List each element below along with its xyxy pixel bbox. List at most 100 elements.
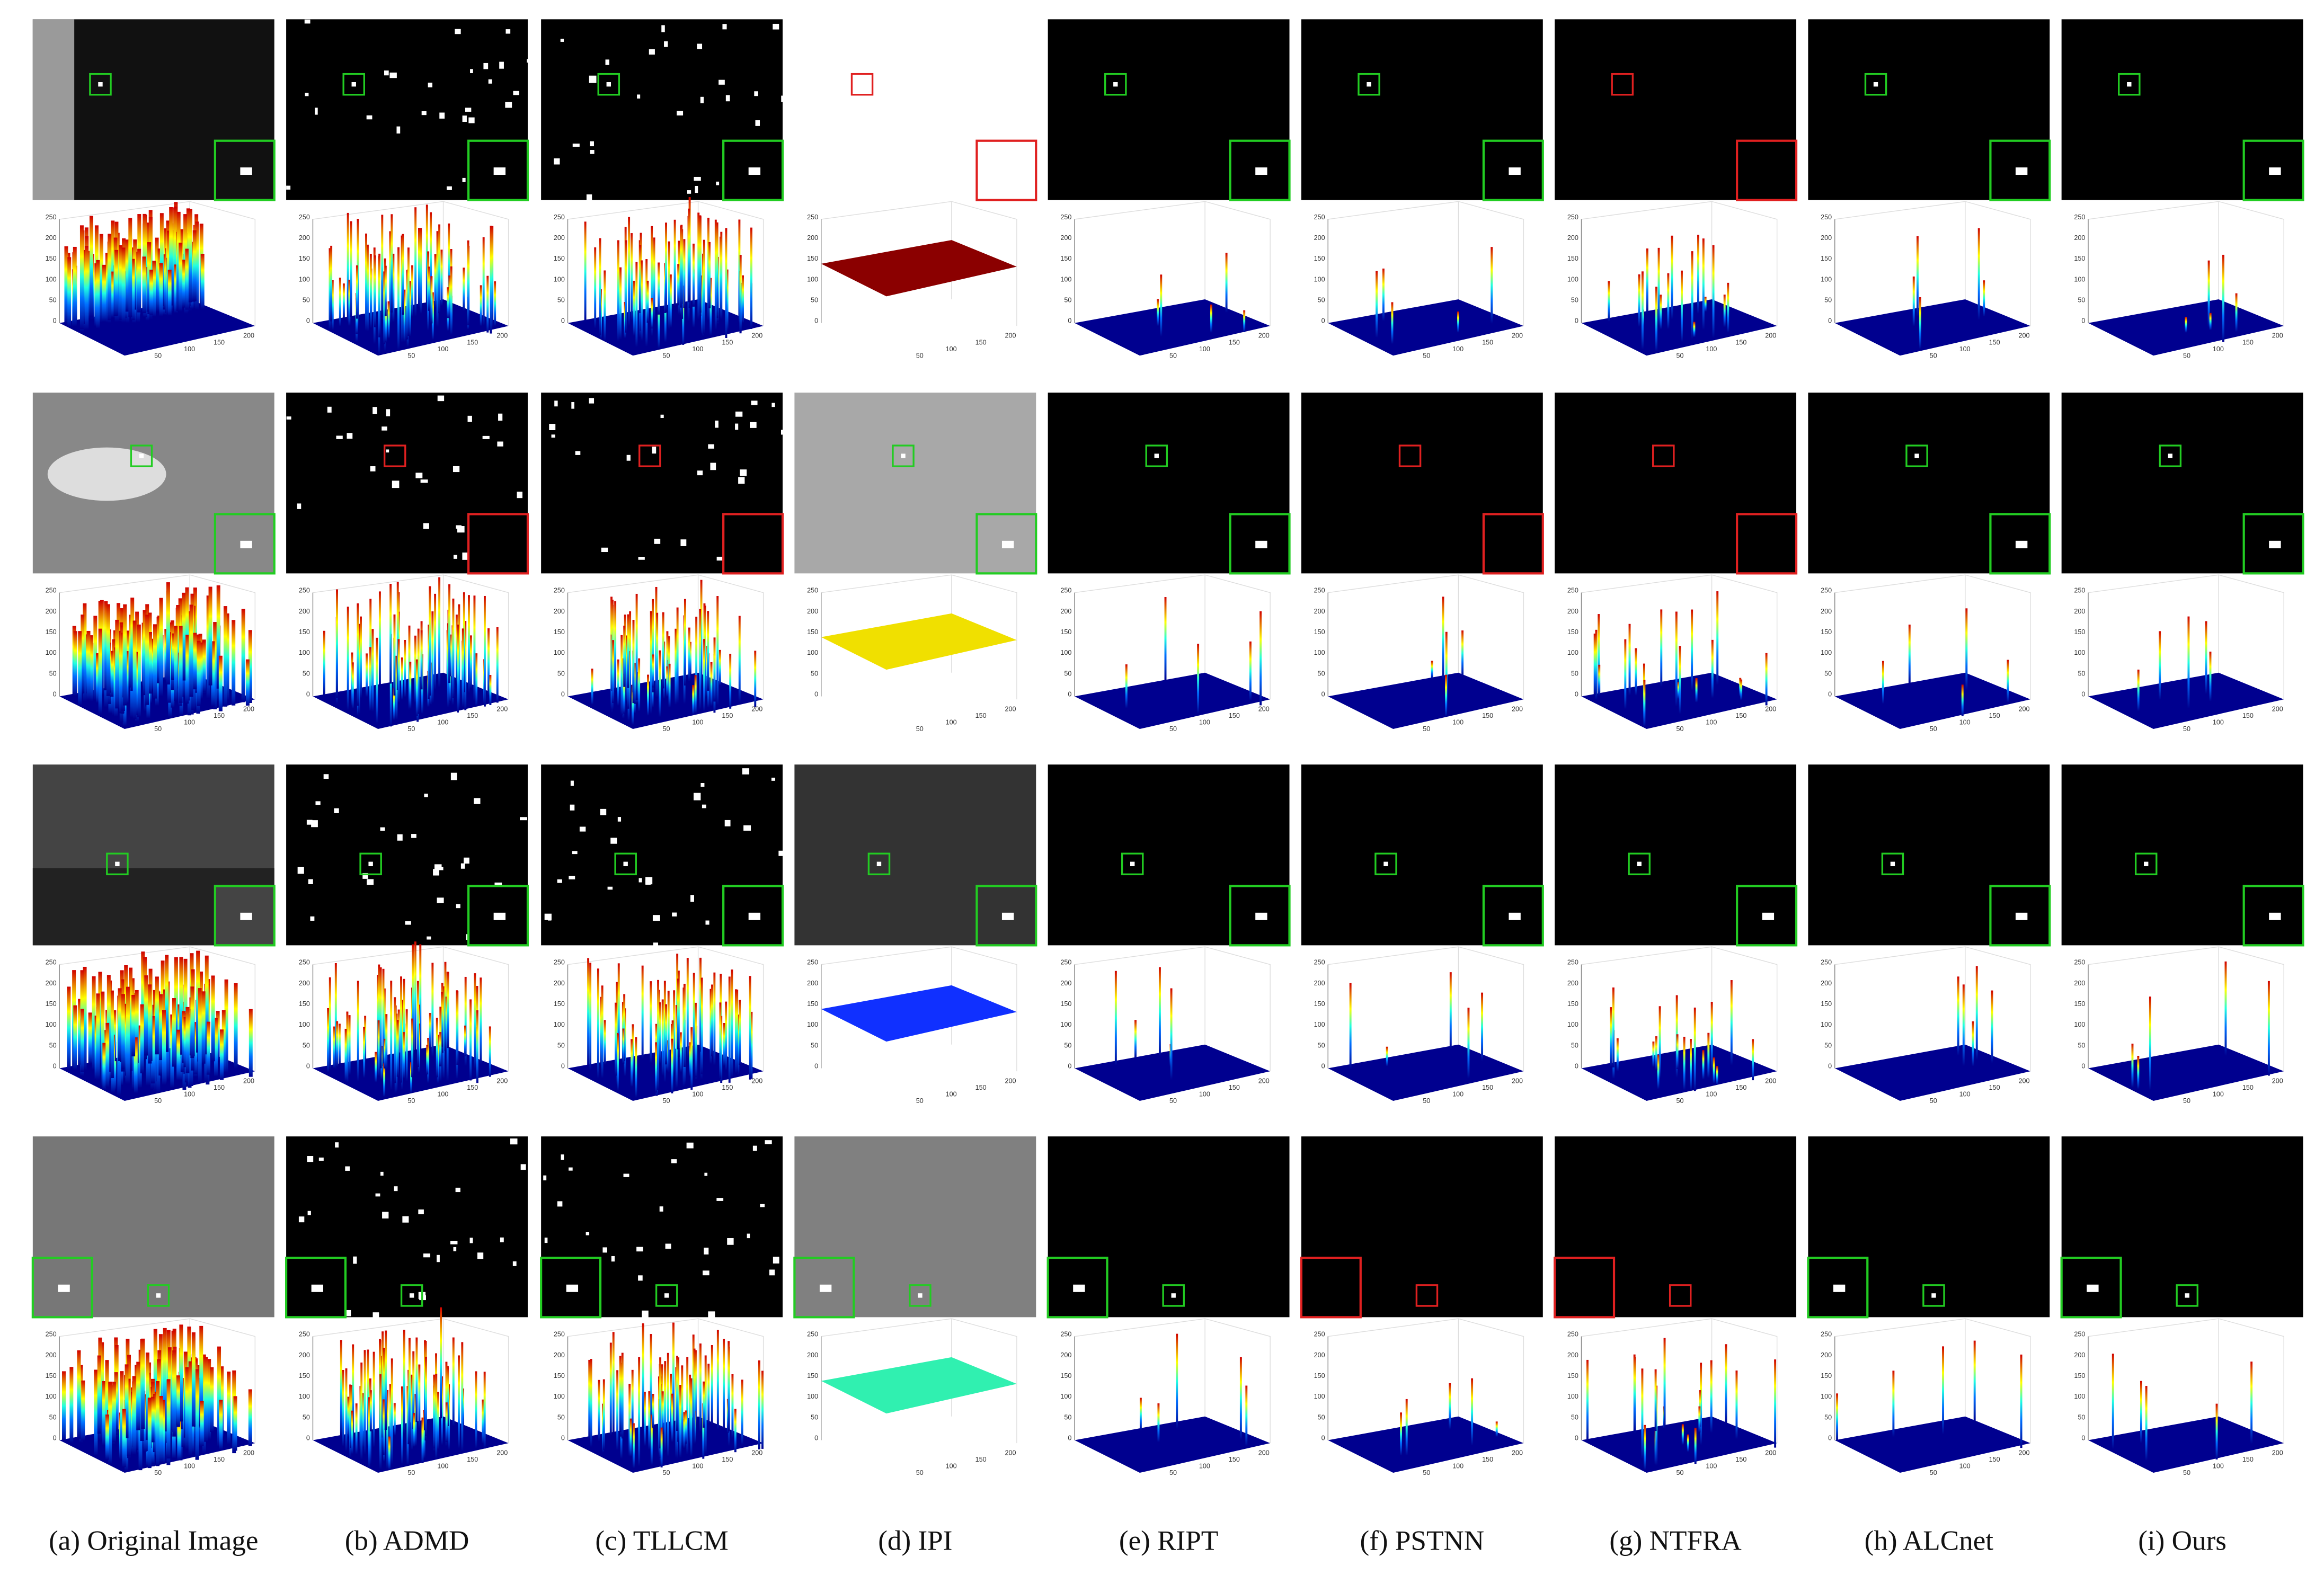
surface-spike [401,1386,403,1464]
surface-spike [208,586,212,686]
floor-surface [1074,1416,1271,1473]
x-tick-label: 50 [1423,1097,1430,1105]
surface-spike [638,1357,641,1466]
zoom-box [1736,513,1798,575]
surface-spike [393,614,396,696]
target-box [1881,852,1904,876]
surface-spike [166,582,170,685]
surface-spike [384,1038,386,1069]
target-box [1374,852,1397,876]
x-tick-label: 150 [214,1084,225,1091]
surface-spike [132,620,137,719]
x-tick-label: 200 [243,1077,254,1084]
z-tick-label: 50 [557,1413,565,1421]
target-box [1398,444,1422,467]
surface-spike [659,650,661,717]
surface-spike [1727,282,1729,333]
surface-spike [379,967,382,1069]
surface-spike [716,1330,719,1430]
surface-spike [758,1360,760,1449]
surface-spike [709,278,712,336]
surface-spike [176,1375,180,1427]
noise-blob [382,426,387,431]
surface-spike [178,1029,182,1081]
noise-blob [494,882,502,887]
floor-surface [2088,1044,2284,1101]
z-tick-label: 50 [1824,1413,1832,1421]
surface-spike [170,1014,174,1088]
zoom-target [1001,540,1014,548]
surface-spike [79,1365,83,1443]
surface-spike [436,1018,438,1078]
z-tick-label: 200 [1314,980,1325,987]
surface-spike [1210,304,1212,333]
surface-spike [159,263,163,316]
noise-blob [386,449,389,453]
z-tick-label: 250 [554,587,565,594]
surface-spike [351,1410,353,1454]
z-tick-label: 150 [299,255,310,262]
surface-spike [201,991,206,1064]
surface-spike [739,1000,741,1065]
noise-blob [510,1138,518,1145]
target [1914,453,1919,458]
noise-blob [781,95,787,102]
surface-spike [1657,247,1660,326]
surface-spike [663,981,666,1082]
target-box [2159,444,2182,467]
noise-blob [719,79,725,85]
noise-blob [652,447,657,454]
z-tick-label: 0 [561,1062,565,1070]
target [156,1293,161,1298]
surface-spike [199,1325,203,1428]
x-tick-label: 200 [1512,1077,1523,1084]
surface-spike [2159,631,2161,700]
surface-spike [2007,660,2009,702]
surface-spike [73,246,77,326]
surface-spike [153,990,157,1091]
surface-spike [409,281,411,336]
surface-spike [383,1348,385,1430]
surface-spike [433,1374,436,1449]
noise-blob [716,1198,724,1201]
surface-spike [1612,987,1615,1067]
surface-spike [108,234,112,321]
z-tick-label: 50 [1571,297,1578,304]
noise-blob [462,115,467,122]
z-tick-label: 0 [1828,317,1832,325]
surface-spike [652,654,654,688]
noise-blob [735,411,743,417]
surface-spike [156,1381,160,1466]
surface-spike [494,281,496,326]
x-tick-label: 50 [916,1469,924,1476]
surface-spike [1641,1368,1644,1459]
surface-spike [64,246,68,324]
surface-spike [424,1340,426,1430]
surface-spike [140,1004,144,1074]
surface-spike [700,977,703,1074]
surface-spike [396,582,399,690]
surface-spike [455,615,458,684]
surface-spike [604,270,606,341]
noise-blob [415,473,423,478]
surface-spike [1691,251,1693,339]
noise-blob [617,817,622,822]
surface-spike [132,1376,136,1455]
surface-spike [323,630,325,696]
noise-blob [544,913,552,920]
z-tick-label: 50 [1064,1042,1071,1049]
surface-spike [411,1018,414,1078]
surface-spike [1158,967,1161,1056]
noise-blob [474,798,481,804]
z-tick-label: 200 [46,1351,57,1359]
z-tick-label: 150 [807,255,818,262]
z-tick-label: 100 [554,649,565,656]
plane-surface [821,985,1017,1042]
x-tick-label: 50 [916,1097,924,1105]
noise-blob [773,23,779,30]
z-tick-label: 100 [554,1021,565,1028]
noise-blob [306,820,313,825]
surface-spike [391,1358,393,1465]
surface-spike [1641,271,1644,350]
surface-spike [448,275,451,318]
